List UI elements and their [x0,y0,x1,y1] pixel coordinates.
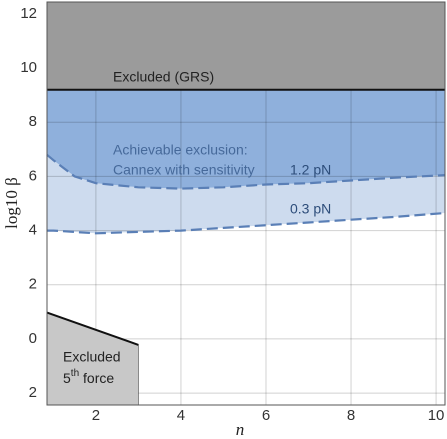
y-tick-label: 4 [29,222,37,239]
plot-frame [46,1,446,406]
dark-region [47,89,445,189]
x-tick-label: 4 [177,407,185,424]
x-tick-label: 10 [428,407,445,424]
x-tick-label: 8 [347,407,355,424]
annotation: 1.2 pN [290,162,331,178]
sensitivity-line [47,211,446,235]
x-tick-label: 2 [92,407,100,424]
light-region [47,154,445,234]
annotation: 5th force [63,368,114,386]
annotation: Cannex with sensitivity [113,162,255,178]
x-tick-label: 6 [262,407,270,424]
grs-region [47,2,445,90]
y-tick-label: 6 [29,167,37,184]
annotation-part: th [71,368,79,379]
sensitivity-line [46,153,446,190]
annotation: 0.3 pN [290,201,331,217]
annotation: Excluded (GRS) [113,69,214,85]
y-tick-label: 12 [20,5,37,22]
fifth-force-line [46,311,139,346]
annotation: Excluded [63,349,121,365]
y-axis-label: log10 β [2,177,21,229]
y-tick-label: 0 [29,330,37,347]
y-tick-label: 2 [29,384,37,401]
y-tick-label: 2 [29,276,37,293]
annotation-part: force [79,370,114,386]
annotation: Achievable exclusion: [113,142,248,158]
y-tick-label: 10 [20,59,37,76]
x-axis-label: n [236,420,245,439]
y-tick-label: 8 [29,113,37,130]
annotation-part: 5 [63,370,71,386]
